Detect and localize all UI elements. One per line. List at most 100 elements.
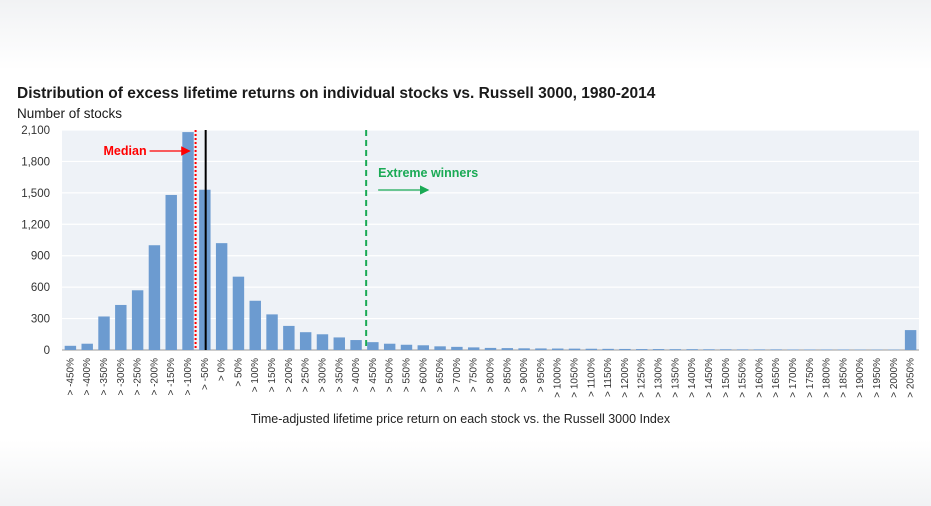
x-tick-label: > 200%: [284, 358, 295, 392]
bar: [501, 348, 514, 350]
annotations: Median Extreme winners: [104, 130, 478, 350]
bar: [804, 349, 816, 350]
y-axis-label: Number of stocks: [17, 106, 123, 121]
x-tick-label: > 1900%: [855, 358, 866, 398]
x-tick-label: > -250%: [133, 358, 144, 396]
bar: [417, 345, 429, 350]
x-tick-label: > 600%: [418, 358, 429, 392]
bar: [568, 348, 581, 350]
x-tick-label: > -400%: [82, 358, 93, 396]
x-tick-label: > 1050%: [570, 358, 581, 398]
bar: [770, 349, 782, 350]
bar: [720, 349, 732, 350]
x-tick-label: > 900%: [519, 358, 530, 392]
bar: [451, 346, 463, 350]
bar: [703, 349, 715, 350]
x-tick-label: > 2000%: [889, 358, 900, 398]
x-tick-label: > 1000%: [553, 358, 564, 398]
extreme-winners-label: Extreme winners: [378, 166, 478, 180]
bar: [484, 347, 497, 350]
x-tick-label: > -200%: [149, 358, 160, 396]
bar: [367, 342, 379, 350]
x-tick-label: > 350%: [334, 358, 345, 392]
x-axis-label: Time-adjusted lifetime price return on e…: [251, 412, 671, 426]
bar: [165, 194, 177, 350]
bar: [98, 316, 110, 350]
x-tick-label: > 0%: [217, 358, 228, 381]
bar: [467, 347, 480, 350]
x-tick-label: > 1300%: [654, 358, 665, 398]
bar: [249, 300, 261, 350]
bar: [904, 330, 917, 350]
x-tick-label: > 950%: [536, 358, 547, 392]
bar: [602, 348, 614, 350]
x-tick-label: > 400%: [351, 358, 362, 392]
bar: [148, 245, 161, 350]
bar: [400, 344, 413, 350]
x-tick-label: > 1200%: [620, 358, 631, 398]
x-tick-label: > 1600%: [754, 358, 765, 398]
bar: [232, 276, 245, 350]
x-tick-label: > 700%: [452, 358, 463, 392]
x-tick-label: > 1950%: [872, 358, 883, 398]
bar: [787, 349, 799, 350]
bar: [518, 348, 530, 350]
bar: [837, 349, 850, 350]
x-tick-label: > 550%: [401, 358, 412, 392]
y-tick-label: 2,100: [21, 125, 50, 137]
chart-title: Distribution of excess lifetime returns …: [17, 85, 656, 102]
x-tick-label: > 50%: [233, 358, 244, 387]
x-tick-label: > 100%: [250, 358, 261, 392]
x-tick-label: > 1550%: [738, 358, 749, 398]
bar: [333, 337, 345, 350]
x-tick-label: > 850%: [502, 358, 513, 392]
x-tick-label: > 2050%: [906, 358, 917, 398]
y-tick-label: 300: [31, 314, 50, 326]
bar: [652, 349, 665, 350]
x-tick-label: > 1700%: [788, 358, 799, 398]
bar: [64, 345, 77, 350]
bar: [753, 349, 766, 350]
x-tick-label: > 750%: [469, 358, 480, 392]
x-axis-ticks: > -450% > -400% > -350% > -300% > -250% > -20…: [65, 358, 916, 398]
x-tick-label: > 1100%: [586, 358, 597, 397]
bar: [636, 349, 648, 350]
x-tick-label: > -150%: [166, 358, 177, 396]
bar: [215, 243, 228, 350]
bar: [266, 314, 278, 350]
x-tick-label: > 300%: [317, 358, 328, 392]
y-tick-label: 900: [31, 251, 50, 263]
x-tick-label: > 250%: [301, 358, 312, 392]
x-tick-label: > -350%: [99, 358, 110, 396]
bar: [299, 332, 312, 350]
bar: [283, 325, 295, 350]
y-tick-label: 1,200: [21, 219, 50, 231]
bar: [350, 340, 362, 350]
x-tick-label: > 650%: [435, 358, 446, 392]
y-tick-label: 1,800: [21, 156, 50, 168]
y-tick-label: 600: [31, 282, 50, 294]
bar: [585, 348, 598, 350]
x-tick-label: > 1450%: [704, 358, 715, 398]
bar: [669, 349, 682, 350]
x-tick-label: > 500%: [385, 358, 396, 392]
x-tick-label: > 1750%: [805, 358, 816, 398]
x-tick-label: > 1850%: [838, 358, 849, 398]
y-axis-ticks: 0 300 600 900 1,200 1,500 1,800 2,100: [21, 125, 50, 357]
x-tick-label: > 150%: [267, 358, 278, 392]
x-tick-label: > -300%: [116, 358, 127, 396]
bar: [81, 343, 93, 350]
bar: [383, 343, 396, 350]
bar: [434, 346, 446, 350]
bar: [535, 348, 547, 350]
bar: [686, 349, 698, 350]
x-tick-label: > 1250%: [637, 358, 648, 398]
bar: [820, 349, 833, 350]
bar: [619, 348, 631, 350]
x-tick-label: > 1150%: [603, 358, 614, 397]
x-tick-label: > -100%: [183, 358, 194, 396]
x-tick-label: > 1500%: [721, 358, 732, 398]
bar: [316, 334, 329, 350]
x-tick-label: > -50%: [200, 358, 211, 390]
